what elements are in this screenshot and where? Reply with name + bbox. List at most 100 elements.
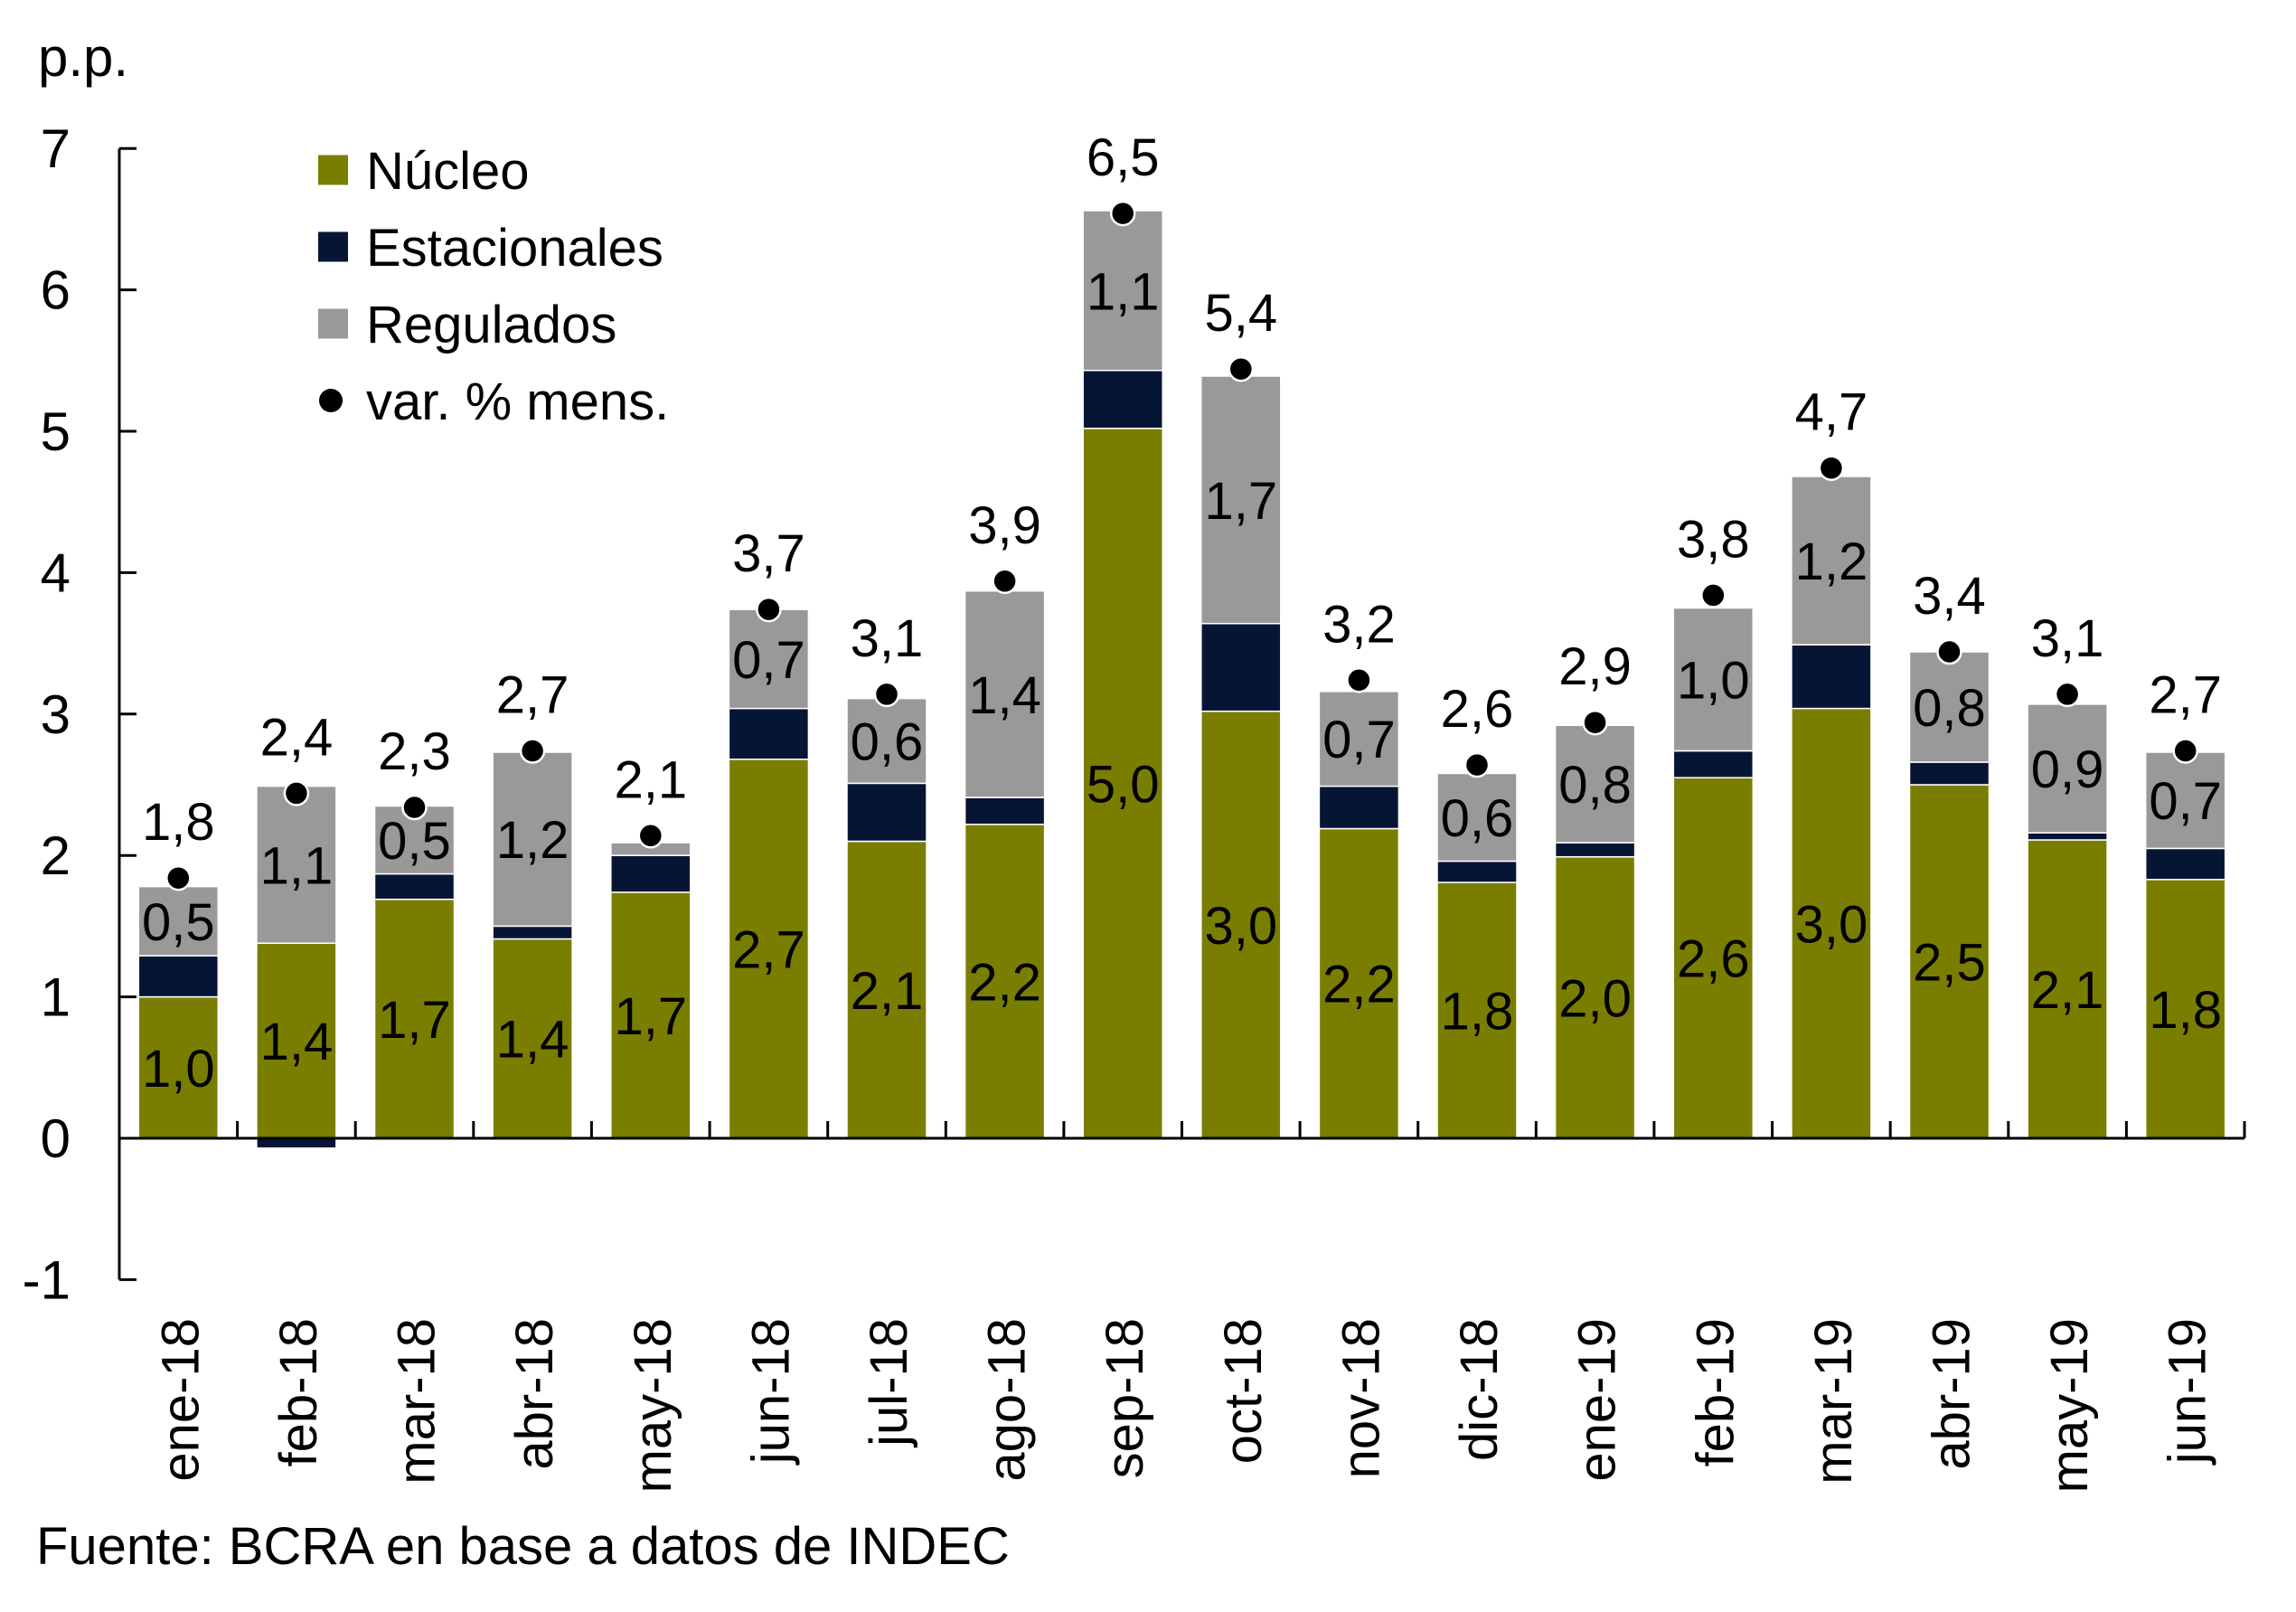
- y-tick-label: 5: [41, 401, 71, 462]
- bar-segment-regulados: [1082, 210, 1163, 372]
- total-dot-marker: [283, 780, 310, 806]
- x-category-label: may-18: [624, 1318, 682, 1493]
- bar-stack-jul-18: [846, 697, 927, 1139]
- total-value-label: 2,1: [614, 750, 687, 809]
- x-category-label: mar-18: [388, 1318, 447, 1485]
- bar-segment-regulados: [728, 608, 810, 710]
- total-dot-marker: [2054, 681, 2081, 708]
- bar-stack-may-19: [2027, 703, 2108, 1139]
- segment-value-label: 1,1: [1087, 262, 1160, 321]
- bar-segment-regulados: [964, 589, 1046, 798]
- legend-item: Estacionales: [318, 219, 663, 278]
- bar-segment-regulados: [2027, 703, 2108, 834]
- segment-value-label: 0,6: [1441, 789, 1514, 848]
- total-value-label: 3,9: [968, 496, 1041, 555]
- bar-segment-n-cleo: [1672, 777, 1755, 1139]
- bar-segment-estacionales: [1082, 369, 1163, 429]
- bar-segment-estacionales: [1554, 842, 1636, 858]
- y-tick-label: 0: [41, 1108, 71, 1169]
- segment-value-label: 1,4: [968, 666, 1041, 725]
- bar-segment-regulados: [1200, 375, 1282, 625]
- segment-value-label: 2,2: [1322, 956, 1396, 1014]
- axes-layer: -1 0 1 2 3 4 5 6 7 ene-18 feb-18 mar-18 abr-18 may-18…: [23, 118, 2246, 1493]
- segment-value-label: 2,6: [1677, 930, 1750, 989]
- y-tick-label: -1: [23, 1249, 71, 1310]
- bar-segment-regulados: [1672, 607, 1755, 752]
- segment-value-label: 1,2: [496, 811, 569, 870]
- total-dot-marker: [1228, 355, 1255, 382]
- segment-value-label: 2,0: [1558, 969, 1632, 1028]
- segment-value-label: 2,7: [732, 920, 805, 979]
- y-axis-unit-label: p.p.: [38, 27, 128, 88]
- x-category-label: abr-19: [1923, 1318, 1981, 1470]
- source-note: Fuente: BCRA en base a datos de INDEC: [36, 1517, 1010, 1576]
- x-category-label: jul-18: [860, 1318, 918, 1448]
- total-dot-marker: [165, 864, 192, 891]
- x-category-label: ene-18: [151, 1318, 210, 1482]
- bar-segment-n-cleo: [1436, 881, 1518, 1139]
- legend-item: Núcleo: [318, 142, 530, 201]
- bar-segment-estacionales: [964, 797, 1046, 825]
- bar-segment-n-cleo: [373, 898, 456, 1139]
- bar-stack-nov-18: [1318, 691, 1400, 1139]
- labels-layer: 1,0 0,5 1,4 1,1 1,7 0,5 1,4 1,2 1,7 2,7 0,7 2,1 0,6 2…: [142, 128, 2222, 1098]
- bar-segment-n-cleo: [1554, 856, 1636, 1139]
- bar-stack-may-18: [610, 842, 692, 1139]
- total-value-label: 6,5: [1087, 128, 1160, 187]
- bar-segment-n-cleo: [256, 942, 337, 1139]
- bar-segment-n-cleo: [137, 995, 220, 1139]
- total-dot-marker: [1109, 200, 1136, 227]
- total-value-label: 3,7: [732, 524, 805, 583]
- total-value-label: 3,8: [1677, 510, 1750, 569]
- legend-item: Regulados: [318, 296, 616, 354]
- segment-value-label: 5,0: [1087, 755, 1160, 814]
- x-category-label: ene-19: [1568, 1318, 1627, 1482]
- bar-segment-n-cleo: [964, 824, 1046, 1139]
- bar-segment-estacionales: [1791, 644, 1872, 710]
- total-dot-marker: [992, 568, 1018, 595]
- bar-stack-abr-18: [492, 751, 573, 1139]
- total-value-label: 3,1: [851, 609, 924, 668]
- segment-value-label: 0,7: [732, 631, 805, 690]
- segment-value-label: 0,9: [2031, 740, 2104, 799]
- bar-stack-jun-18: [728, 608, 810, 1139]
- total-value-label: 2,4: [260, 708, 334, 767]
- total-dot-marker: [1700, 582, 1727, 608]
- bar-segment-estacionales: [1436, 860, 1518, 883]
- bar-segment-regulados: [1554, 724, 1636, 844]
- total-value-label: 2,3: [378, 722, 451, 781]
- total-value-label: 2,7: [496, 666, 569, 725]
- total-dot-marker: [2172, 738, 2198, 764]
- bar-segment-estacionales: [137, 955, 220, 998]
- legend-label: Núcleo: [366, 142, 530, 201]
- total-value-label: 1,8: [142, 793, 215, 852]
- total-dot-marker: [401, 794, 428, 821]
- segment-value-label: 0,8: [1558, 756, 1632, 815]
- total-value-label: 4,7: [1795, 383, 1868, 442]
- segment-value-label: 2,1: [2031, 961, 2104, 1020]
- y-tick-label: 2: [41, 825, 71, 886]
- bar-segment-estacionales: [373, 872, 456, 900]
- legend: Núcleo Estacionales Regulados var. % mens.: [318, 142, 669, 431]
- y-tick-label: 1: [41, 967, 71, 1028]
- y-tick-label: 4: [41, 542, 71, 603]
- segment-value-label: 0,7: [2149, 772, 2222, 831]
- legend-swatch-icon: [318, 155, 348, 185]
- total-value-label: 3,2: [1322, 595, 1396, 654]
- total-dot-marker: [873, 681, 900, 708]
- segment-value-label: 3,0: [1204, 897, 1277, 956]
- y-tick-label: 6: [41, 260, 71, 321]
- bar-stack-abr-19: [1908, 651, 1990, 1139]
- total-value-label: 2,7: [2149, 666, 2222, 725]
- x-category-label: sep-18: [1096, 1318, 1154, 1478]
- segment-value-label: 2,2: [968, 953, 1041, 1012]
- segment-value-label: 1,2: [1795, 533, 1868, 591]
- bar-segment-regulados: [2144, 751, 2226, 850]
- legend-swatch-icon: [318, 308, 348, 339]
- segment-value-label: 0,5: [142, 893, 215, 952]
- bar-segment-estacionales: [2027, 832, 2108, 841]
- bar-segment-estacionales: [2144, 847, 2226, 881]
- segment-value-label: 0,6: [851, 713, 924, 772]
- x-category-label: oct-18: [1214, 1318, 1273, 1464]
- segment-value-label: 1,7: [378, 991, 451, 1050]
